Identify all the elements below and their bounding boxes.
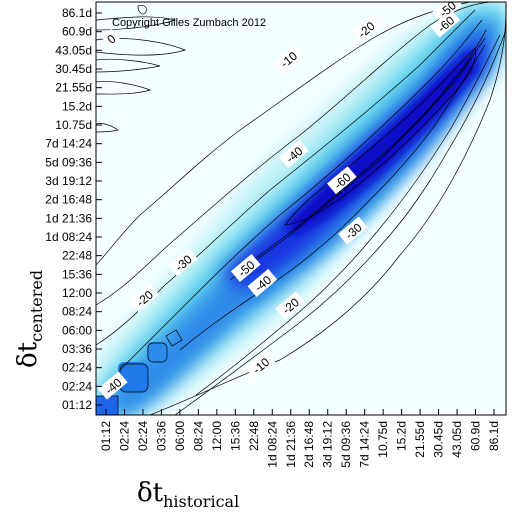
y-tick-label: 7d 14:24 (45, 137, 92, 151)
y-tick-label: 22:48 (62, 249, 92, 263)
contour-box-3 (147, 342, 168, 363)
hotspot-2 (118, 362, 148, 392)
y-tick-label: 03:36 (62, 342, 92, 356)
contour-line-10b (174, 29, 506, 415)
y-tick-label: 1d 21:36 (45, 211, 92, 225)
y-tick-label: 21.55d (55, 81, 92, 95)
contour-label-background (247, 268, 278, 297)
y-axis-ticks: 01:12 02:24 02:24 03:36 06:00 08:24 12:00 15:36… (45, 6, 102, 412)
y-tick-label: 02:24 (62, 379, 92, 393)
x-tick-label: 7d 14:24 (358, 421, 372, 468)
plot-frame (95, 1, 507, 416)
x-tick-label: 15:36 (228, 421, 242, 451)
x-tick-label: 30.45d (432, 421, 446, 458)
y-tick-label: 10.75d (55, 118, 92, 132)
x-tick-label: 1d 21:36 (284, 421, 298, 468)
contour-line-10a (96, 2, 491, 306)
x-tick-label: 1d 08:24 (265, 421, 279, 468)
contour-line-30b (179, 44, 486, 351)
x-tick-label: 3d 19:12 (321, 421, 335, 468)
y-tick-label: 43.05d (55, 43, 92, 57)
y-axis-label-symbol: δt (13, 341, 43, 368)
contour-line-50 (239, 29, 487, 271)
y-tick-label: 08:24 (62, 305, 92, 319)
contour-label-background (432, 0, 463, 23)
y-axis-label: δtcentered (13, 270, 46, 368)
contour-line-30a (119, 19, 483, 371)
contour-label-background (97, 371, 128, 400)
contour-label-background (168, 248, 198, 277)
y-tick-label: 60.9d (62, 25, 92, 39)
x-tick-label: 03:36 (154, 421, 168, 451)
y-tick-label: 3d 19:12 (45, 174, 92, 188)
x-tick-label: 06:00 (173, 421, 187, 451)
y-tick-label: 1d 08:24 (45, 230, 92, 244)
x-tick-label: 12:00 (210, 421, 224, 451)
contour-zero-4 (96, 81, 152, 95)
contour-label-background (338, 216, 368, 245)
y-tick-label: 01:12 (62, 398, 92, 412)
contour-line-outer-lower (149, 9, 506, 415)
x-axis-label-subscript: historical (163, 492, 239, 511)
contour-label-background (275, 291, 305, 320)
x-tick-label: 21.55d (413, 421, 427, 458)
contour-line-20b (195, 34, 501, 396)
contour-line-small-1 (165, 329, 183, 347)
contour-label-background (327, 166, 357, 195)
contour-label-background (230, 253, 261, 283)
contour-label: 0 (101, 28, 121, 48)
x-tick-label: 02:24 (136, 421, 150, 451)
contour-zero-2 (96, 38, 187, 56)
y-tick-label: 2d 16:48 (45, 193, 92, 207)
y-tick-label: 15.2d (62, 99, 92, 113)
x-tick-label: 15.2d (395, 421, 409, 451)
x-tick-label: 60.9d (469, 421, 483, 451)
y-tick-label: 12:00 (62, 286, 92, 300)
contour-label-background (278, 140, 309, 169)
contour-label-background (430, 9, 461, 38)
x-tick-label: 08:24 (191, 421, 205, 451)
y-tick-label: 30.45d (55, 62, 92, 76)
x-tick-label: 22:48 (247, 421, 261, 451)
y-tick-label: 15:36 (62, 267, 92, 281)
x-tick-label: 02:24 (117, 421, 131, 451)
x-tick-label: 2d 16:48 (302, 421, 316, 468)
hotspot-3 (147, 342, 167, 362)
contour-zero-1 (96, 16, 177, 31)
x-axis-label-symbol: δt (137, 478, 164, 508)
x-axis-label: δthistorical (137, 478, 239, 511)
contour-label-background (129, 283, 159, 312)
y-tick-label: 86.1d (62, 6, 92, 20)
x-tick-label: 5d 09:36 (339, 421, 353, 468)
heat-field (96, 2, 506, 415)
copyright-annotation: Copyright Gilles Zumbach 2012 (112, 17, 266, 29)
x-tick-label: 10.75d (376, 421, 390, 458)
x-tick-label: 43.05d (450, 421, 464, 458)
contour-zero-5 (96, 123, 119, 133)
y-tick-label: 02:24 (62, 361, 92, 375)
contour-zero-3 (96, 58, 161, 73)
contour-line-outer-upper (96, 2, 471, 266)
y-tick-label: 06:00 (62, 323, 92, 337)
y-axis-label-subscript: centered (27, 270, 46, 342)
hotspot-1 (96, 396, 118, 415)
x-tick-label: 86.1d (487, 421, 501, 451)
y-tick-label: 5d 09:36 (45, 155, 92, 169)
contour-zero-6 (137, 4, 147, 15)
contour-label-background (273, 44, 304, 73)
contour-line-40 (229, 37, 486, 281)
x-tick-label: 01:12 (99, 421, 113, 451)
contour-label-background (351, 14, 381, 44)
contour-label-background (101, 28, 121, 48)
contour-lines (96, 2, 506, 415)
x-axis-ticks: 01:12 02:24 02:24 03:36 06:00 08:24 12:00 15:36… (99, 409, 501, 468)
contour-label-background (245, 350, 276, 380)
